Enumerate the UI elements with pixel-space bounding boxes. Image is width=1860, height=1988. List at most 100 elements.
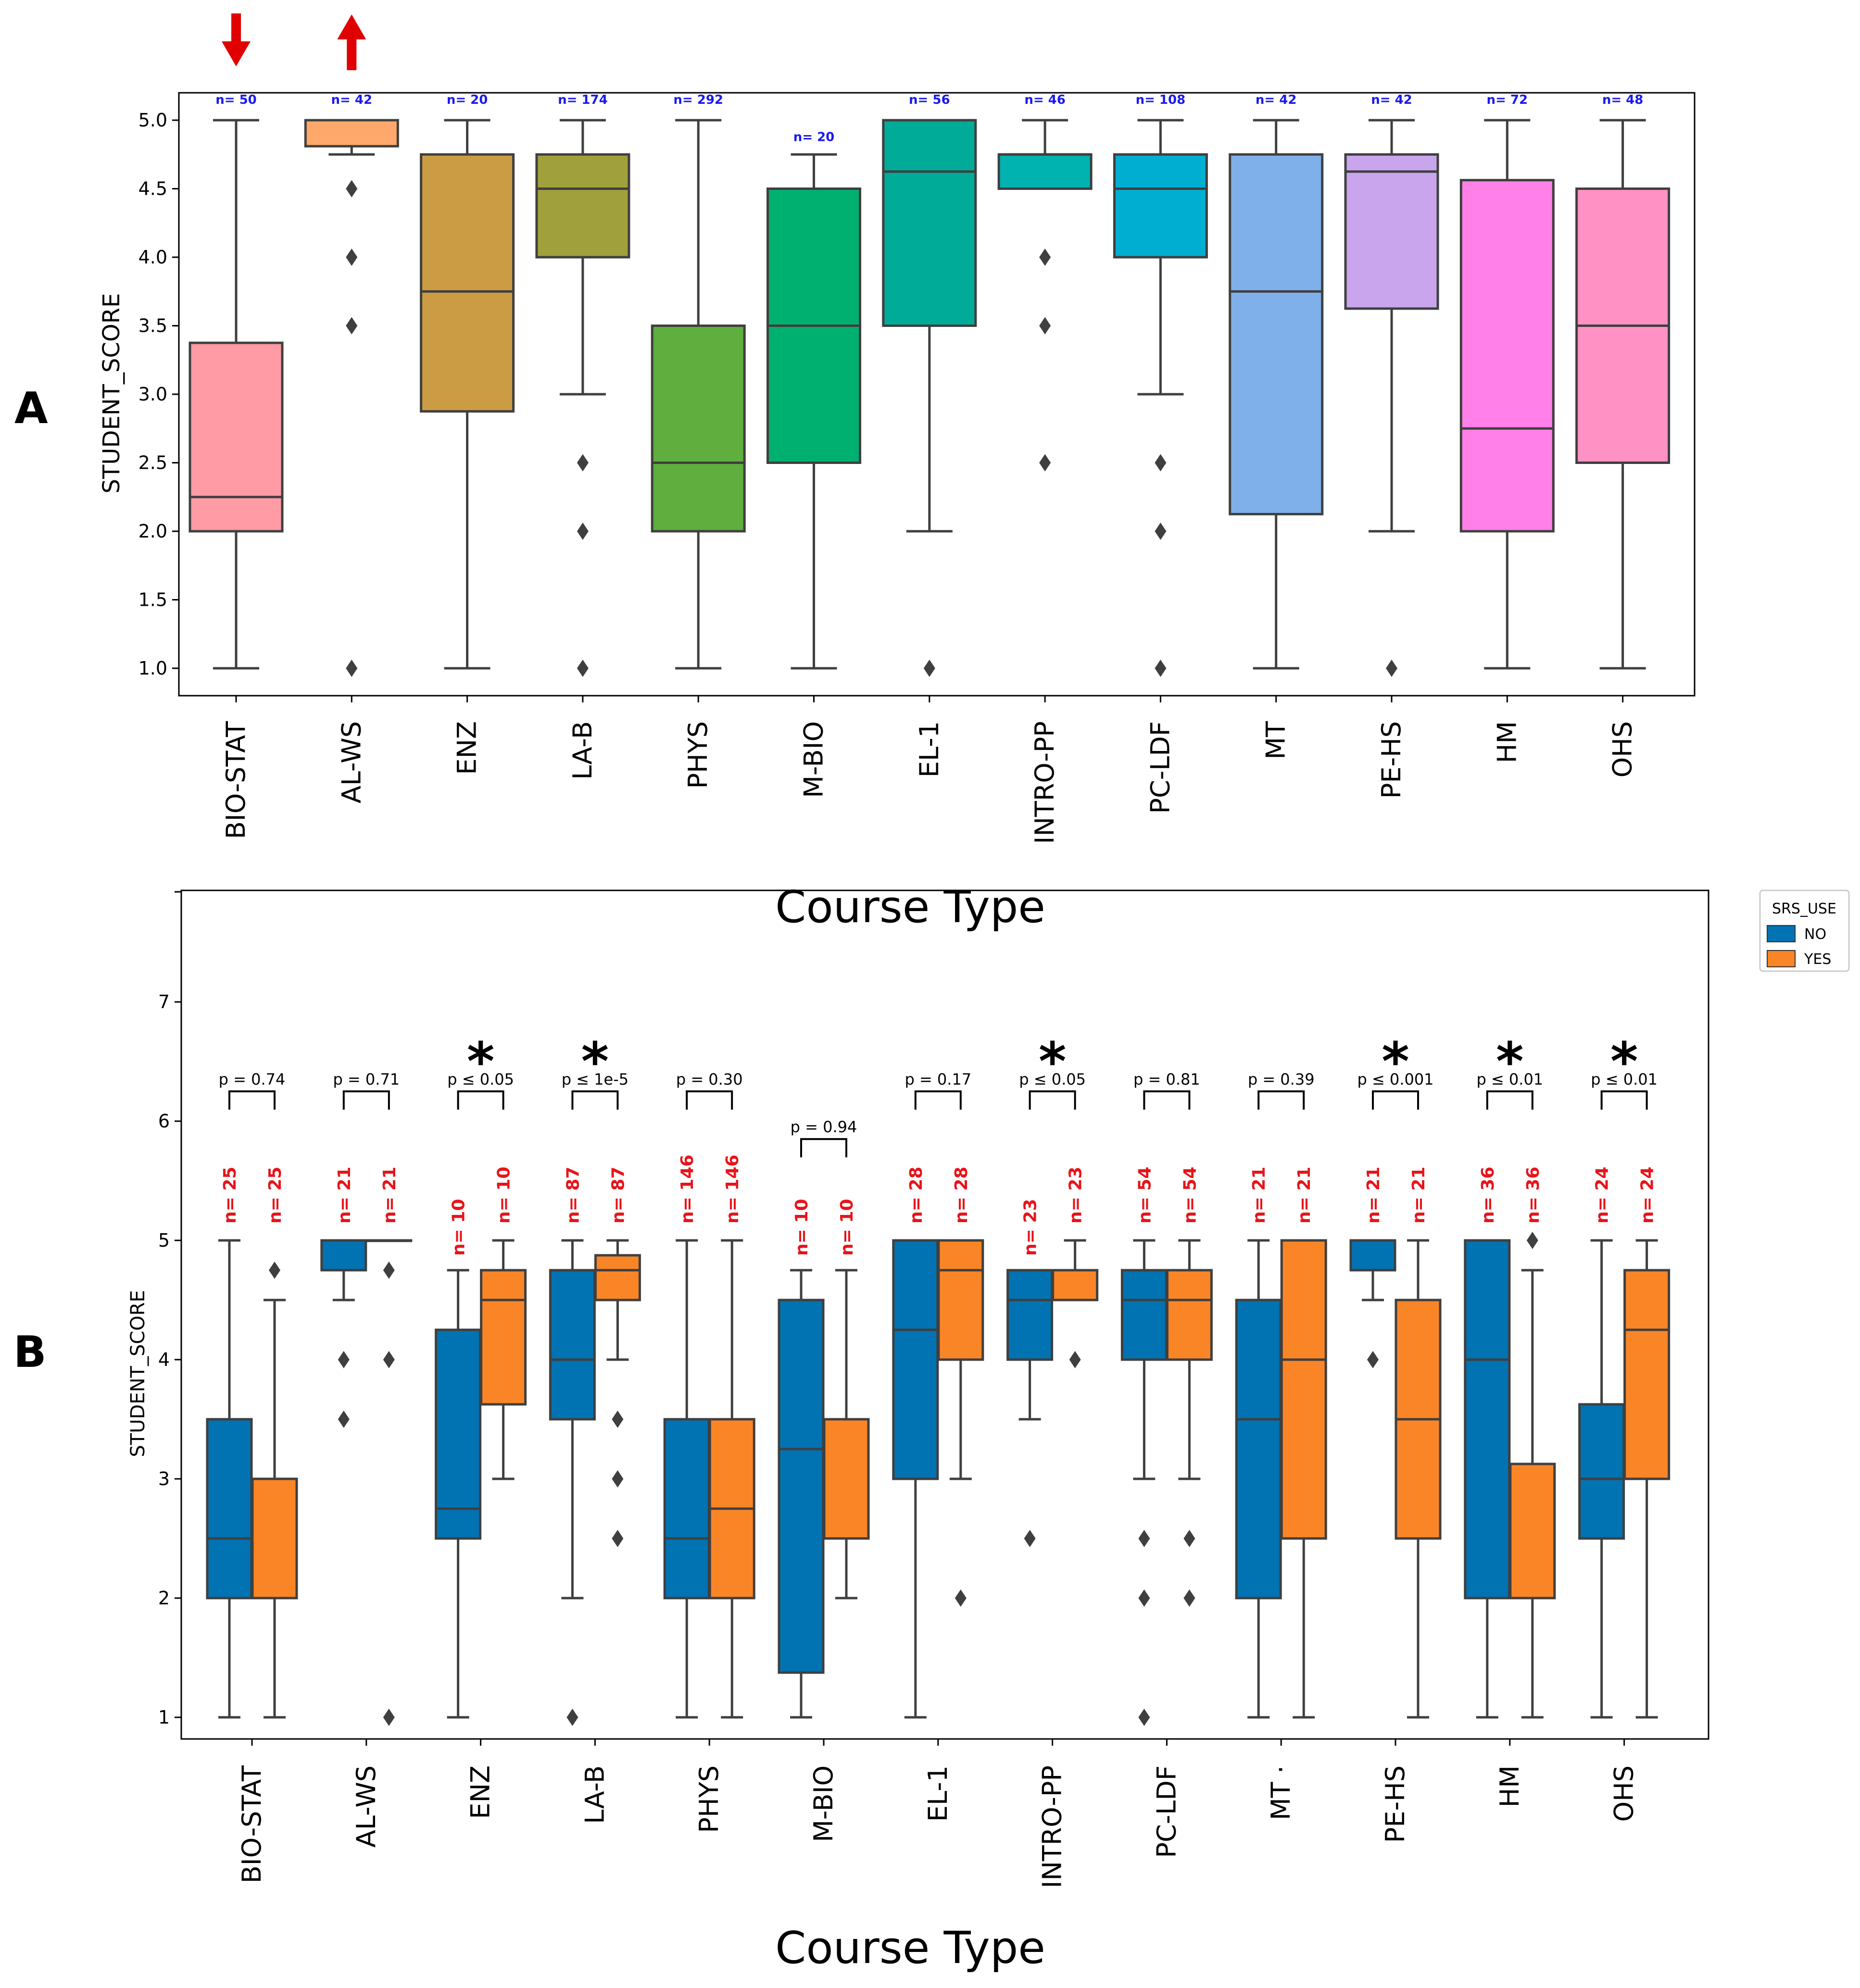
panel-b-group-MT: n= 21 n= 21 p = 0.39 (1235, 1070, 1327, 1719)
panel-a-box-MT: n= 42 (1229, 93, 1324, 670)
arrow-shaft (231, 13, 241, 41)
panel-b-n-label-no-ENZ: n= 10 (449, 1199, 469, 1256)
panel-b-n-label-no-OHS: n= 24 (1593, 1167, 1612, 1224)
panel-a-AL-WS-outlier-3 (346, 660, 358, 677)
panel-a-ytick-label-4: 3.0 (138, 384, 167, 405)
panel-b-ytick-label-1: 2 (158, 1588, 170, 1609)
panel-b-n-label-yes-PC-LDF: n= 54 (1180, 1167, 1200, 1224)
panel-b-LA-B-yes-box (594, 1254, 641, 1301)
panel-b-xtick-label-PE-HS: PE-HS (1380, 1765, 1410, 1843)
panel-b-xtick-label-PC-LDF: PC-LDF (1151, 1765, 1181, 1858)
panel-b-MT-no-box (1235, 1299, 1282, 1600)
panel-b-xtick-label-ENZ: ENZ (465, 1765, 496, 1819)
panel-a-n-label-AL-WS: n= 42 (331, 93, 373, 107)
panel-b-n-label-no-AL-WS: n= 21 (335, 1167, 354, 1224)
panel-b-significance-star-OHS: * (1610, 1031, 1638, 1092)
panel-a-ytick-label-1: 1.5 (138, 589, 167, 611)
panel-b-n-label-no-MT: n= 21 (1249, 1167, 1269, 1224)
panel-b-p-label-HM: p ≤ 0.01 (1476, 1070, 1543, 1088)
panel-b-n-label-yes-EL-1: n= 28 (952, 1167, 971, 1224)
panel-b-MT-yes-box (1280, 1239, 1327, 1540)
panel-a-AL-WS-outlier-0 (346, 180, 358, 198)
panel-b-HM-no-box (1464, 1239, 1511, 1600)
panel-b-ytick-label-4: 5 (158, 1230, 170, 1251)
panel-b-xtick-label-OHS: OHS (1609, 1765, 1639, 1822)
panel-b-bracket-MT (1257, 1090, 1305, 1110)
panel-b-AL-WS-yes-outlier-0 (383, 1262, 395, 1279)
panel-a-INTRO-PP-outlier-2 (1039, 454, 1051, 472)
panel-b-HM-yes-box (1509, 1463, 1556, 1600)
panel-b-INTRO-PP-yes-box (1052, 1269, 1099, 1301)
panel-a-xtick-label-LA-B: LA-B (567, 721, 598, 780)
panel-b-xtick-label-INTRO-PP: INTRO-PP (1037, 1765, 1068, 1888)
panel-a-INTRO-PP-outlier-0 (1039, 249, 1051, 266)
panel-b-significance-star-HM: * (1496, 1031, 1524, 1092)
panel-a-ytick-label-2: 2.0 (138, 521, 167, 542)
panel-a-PE-HS-box (1344, 153, 1439, 310)
panel-a-PC-LDF-box (1113, 153, 1208, 259)
panel-b-bracket-OHS (1600, 1090, 1648, 1110)
panel-b-p-label-LA-B: p ≤ 1e-5 (562, 1070, 628, 1088)
panel-a-box-EL-1: n= 56 (882, 93, 977, 677)
panel-a-n-label-PHYS: n= 292 (673, 93, 723, 107)
arrow-head (337, 14, 366, 39)
panel-b-group-OHS: n= 24 n= 24 p ≤ 0.01* (1578, 1031, 1671, 1719)
panel-a-PC-LDF-outlier-2 (1155, 660, 1167, 677)
panel-b-LA-B-yes-outlier-2 (612, 1530, 624, 1547)
panel-b-p-label-PC-LDF: p = 0.81 (1133, 1070, 1200, 1088)
panel-b-n-label-no-PC-LDF: n= 54 (1135, 1167, 1155, 1224)
legend-title: SRS_USE (1772, 900, 1836, 917)
panel-b-ENZ-yes-box (480, 1269, 527, 1406)
panel-b-n-label-yes-PHYS: n= 146 (723, 1155, 742, 1224)
panel-b-n-label-no-PHYS: n= 146 (678, 1155, 697, 1224)
panel-b-n-label-yes-PE-HS: n= 21 (1409, 1167, 1429, 1224)
panel-a-xtick-label-M-BIO: M-BIO (799, 721, 829, 798)
panel-b-bracket-ENZ (457, 1090, 504, 1110)
panel-b-n-label-yes-M-BIO: n= 10 (837, 1199, 857, 1256)
panel-b-n-label-no-M-BIO: n= 10 (792, 1199, 812, 1256)
panel-b-PC-LDF-yes-outlier-0 (1183, 1530, 1195, 1547)
panel-a-box-M-BIO: n= 20 (767, 130, 861, 670)
panel-a-box-LA-B: n= 174 (535, 93, 630, 677)
panel-b-n-label-no-INTRO-PP: n= 23 (1021, 1199, 1041, 1256)
panel-b-n-label-yes-HM: n= 36 (1523, 1167, 1543, 1224)
panel-b-group-PE-HS: n= 21 n= 21 p ≤ 0.001* (1349, 1031, 1442, 1719)
panel-b-group-HM: n= 36 n= 36 p ≤ 0.01* (1464, 1031, 1556, 1719)
panel-b-significance-star-PE-HS: * (1382, 1031, 1409, 1092)
panel-b-p-label-M-BIO: p = 0.94 (791, 1118, 857, 1136)
panel-b-xtick-label-M-BIO: M-BIO (808, 1765, 839, 1842)
panel-b-INTRO-PP-yes-outlier-0 (1069, 1351, 1081, 1368)
panel-b-n-label-no-HM: n= 36 (1478, 1167, 1498, 1224)
panel-b-group-AL-WS: n= 21 n= 21 p = 0.71 (320, 1070, 413, 1726)
legend-label-yes: YES (1804, 951, 1831, 968)
panel-b-EL-1-yes-box (937, 1239, 984, 1361)
panel-a-LA-B-outlier-0 (577, 454, 589, 472)
panel-a-INTRO-PP-box (997, 153, 1093, 190)
panel-b-label: B (13, 1327, 47, 1377)
panel-b-n-label-yes-INTRO-PP: n= 23 (1066, 1167, 1086, 1224)
panel-a-n-label-INTRO-PP: n= 46 (1024, 93, 1066, 107)
panel-a-x-axis-label: Course Type (775, 881, 1045, 933)
panel-b-p-label-OHS: p ≤ 0.01 (1591, 1070, 1658, 1088)
panel-b-PE-HS-no-box (1349, 1239, 1396, 1272)
panel-b-AL-WS-no-box (320, 1239, 367, 1272)
panel-b-xtick-label-BIO-STAT: BIO-STAT (237, 1765, 267, 1883)
panel-a-label: A (14, 383, 48, 434)
panel-b-AL-WS-yes-outlier-2 (383, 1709, 395, 1726)
panel-b-p-label-ENZ: p ≤ 0.05 (447, 1070, 514, 1088)
panel-b-group-INTRO-PP: n= 23 n= 23 p ≤ 0.05* (1006, 1031, 1099, 1547)
panel-b-ytick-label-5: 6 (158, 1111, 170, 1132)
panel-b-PC-LDF-yes-box (1166, 1269, 1213, 1361)
panel-b-LA-B-yes-outlier-1 (612, 1470, 624, 1488)
panel-a-EL-1-box (882, 119, 977, 327)
panel-b-ytick-label-6: 7 (158, 991, 170, 1013)
panel-b-ytick-label-0: 1 (158, 1707, 170, 1728)
panel-b-group-ENZ: n= 10 n= 10 p ≤ 0.05* (435, 1031, 527, 1719)
panel-a-n-label-HM: n= 72 (1487, 93, 1528, 107)
panel-b-significance-star-LA-B: * (581, 1031, 609, 1092)
arrow-head (222, 41, 251, 66)
panel-b-xtick-label-EL-1: EL-1 (923, 1765, 953, 1822)
panel-b-y-axis-label: STUDENT_SCORE (127, 1290, 149, 1457)
panel-b-x-axis-label: Course Type (775, 1922, 1045, 1974)
panel-b-n-label-yes-AL-WS: n= 21 (380, 1167, 400, 1224)
